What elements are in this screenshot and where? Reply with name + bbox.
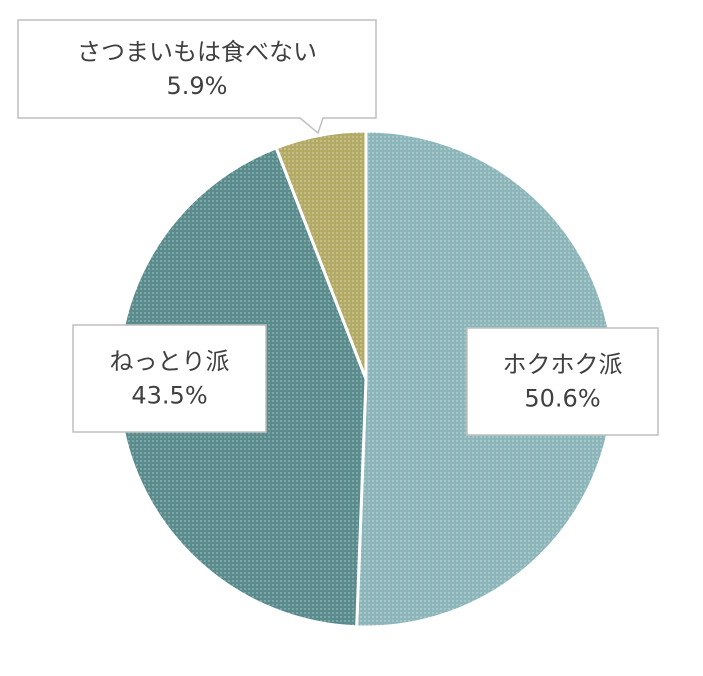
label-box [466, 327, 659, 436]
pie-slice [274, 129, 368, 380]
value-label: 43.5% [131, 382, 207, 410]
category-label: ホクホク派 [503, 351, 623, 379]
category-label: さつまいもは食べない [77, 38, 317, 66]
value-label: 5.9% [167, 72, 228, 100]
value-label: 50.6% [524, 385, 600, 413]
callout-box [17, 19, 377, 135]
category-label: ねっとり派 [110, 348, 230, 376]
label-box [72, 324, 267, 433]
